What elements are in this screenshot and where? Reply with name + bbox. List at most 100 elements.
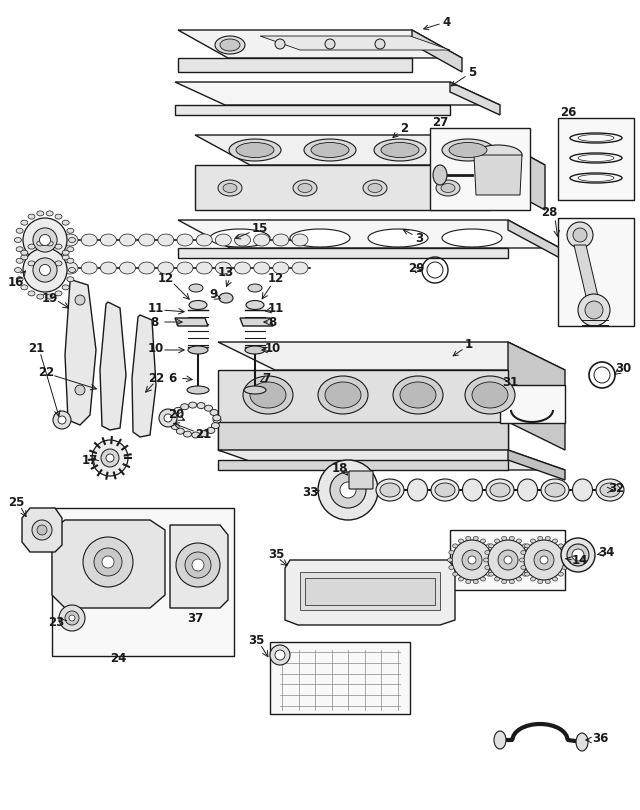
Polygon shape [178, 30, 462, 58]
Polygon shape [508, 220, 560, 258]
Text: 12: 12 [268, 271, 284, 284]
Polygon shape [218, 460, 508, 470]
Polygon shape [300, 572, 440, 610]
Text: 24: 24 [110, 651, 126, 664]
Ellipse shape [120, 234, 136, 246]
Ellipse shape [466, 580, 470, 584]
Text: 14: 14 [572, 553, 588, 566]
Ellipse shape [463, 479, 483, 501]
Circle shape [325, 39, 335, 49]
Circle shape [40, 235, 51, 245]
Text: 5: 5 [451, 66, 476, 86]
Text: 10: 10 [265, 342, 281, 355]
Ellipse shape [37, 211, 44, 216]
Text: 33: 33 [302, 485, 318, 498]
Ellipse shape [215, 36, 245, 54]
Ellipse shape [518, 479, 538, 501]
Ellipse shape [210, 229, 270, 247]
Ellipse shape [62, 220, 69, 225]
FancyBboxPatch shape [500, 385, 565, 423]
Ellipse shape [169, 418, 177, 424]
Text: 6: 6 [168, 372, 176, 385]
Ellipse shape [46, 264, 53, 269]
Circle shape [270, 645, 290, 665]
Ellipse shape [200, 431, 208, 437]
Polygon shape [285, 560, 455, 625]
Ellipse shape [380, 483, 400, 497]
Ellipse shape [219, 293, 233, 303]
Ellipse shape [213, 417, 221, 423]
Text: 37: 37 [187, 612, 203, 625]
Ellipse shape [552, 539, 557, 543]
Ellipse shape [558, 544, 563, 548]
Circle shape [452, 540, 492, 580]
Text: 19: 19 [42, 292, 58, 305]
Ellipse shape [174, 407, 182, 413]
Text: 21: 21 [28, 342, 44, 355]
Circle shape [37, 525, 47, 535]
FancyBboxPatch shape [558, 118, 634, 200]
Polygon shape [52, 520, 165, 608]
Circle shape [65, 611, 79, 625]
Ellipse shape [433, 165, 447, 185]
Text: 27: 27 [432, 116, 448, 129]
Ellipse shape [490, 483, 510, 497]
Text: 13: 13 [218, 266, 234, 279]
Text: 3: 3 [403, 230, 423, 245]
Ellipse shape [474, 580, 478, 584]
Ellipse shape [481, 577, 486, 581]
Ellipse shape [215, 262, 231, 274]
Ellipse shape [522, 572, 527, 576]
Circle shape [33, 228, 57, 252]
Ellipse shape [492, 558, 497, 562]
Ellipse shape [62, 250, 69, 255]
Ellipse shape [139, 234, 155, 246]
Circle shape [567, 222, 593, 248]
Ellipse shape [485, 565, 490, 569]
Ellipse shape [253, 234, 269, 246]
Ellipse shape [596, 479, 624, 501]
Circle shape [330, 472, 366, 508]
Text: 4: 4 [424, 15, 451, 30]
Ellipse shape [46, 294, 53, 299]
Ellipse shape [100, 262, 116, 274]
Text: 16: 16 [8, 271, 26, 288]
Ellipse shape [248, 284, 262, 292]
Ellipse shape [28, 291, 35, 296]
Ellipse shape [158, 234, 174, 246]
Ellipse shape [545, 580, 550, 584]
Circle shape [75, 385, 85, 395]
Ellipse shape [62, 234, 78, 246]
Ellipse shape [187, 386, 209, 394]
Text: 21: 21 [195, 428, 211, 441]
Ellipse shape [21, 285, 28, 290]
Text: 12: 12 [158, 271, 174, 284]
Ellipse shape [325, 382, 361, 408]
Ellipse shape [243, 376, 293, 414]
Circle shape [33, 258, 57, 282]
Ellipse shape [234, 262, 250, 274]
Polygon shape [175, 82, 500, 105]
Ellipse shape [545, 536, 550, 540]
Ellipse shape [28, 261, 35, 266]
Polygon shape [260, 36, 450, 50]
Ellipse shape [189, 284, 203, 292]
Ellipse shape [55, 261, 62, 266]
Ellipse shape [67, 277, 74, 282]
Polygon shape [22, 508, 62, 552]
Circle shape [340, 482, 356, 498]
Ellipse shape [552, 577, 557, 581]
Ellipse shape [81, 262, 97, 274]
Ellipse shape [192, 432, 200, 438]
Ellipse shape [293, 180, 317, 196]
Circle shape [488, 540, 528, 580]
Ellipse shape [458, 539, 463, 543]
Polygon shape [195, 135, 545, 165]
Circle shape [75, 295, 85, 305]
Text: 15: 15 [236, 221, 268, 239]
Ellipse shape [68, 237, 76, 242]
Ellipse shape [16, 277, 23, 282]
Ellipse shape [16, 228, 23, 233]
Ellipse shape [521, 565, 526, 569]
Circle shape [94, 548, 122, 576]
